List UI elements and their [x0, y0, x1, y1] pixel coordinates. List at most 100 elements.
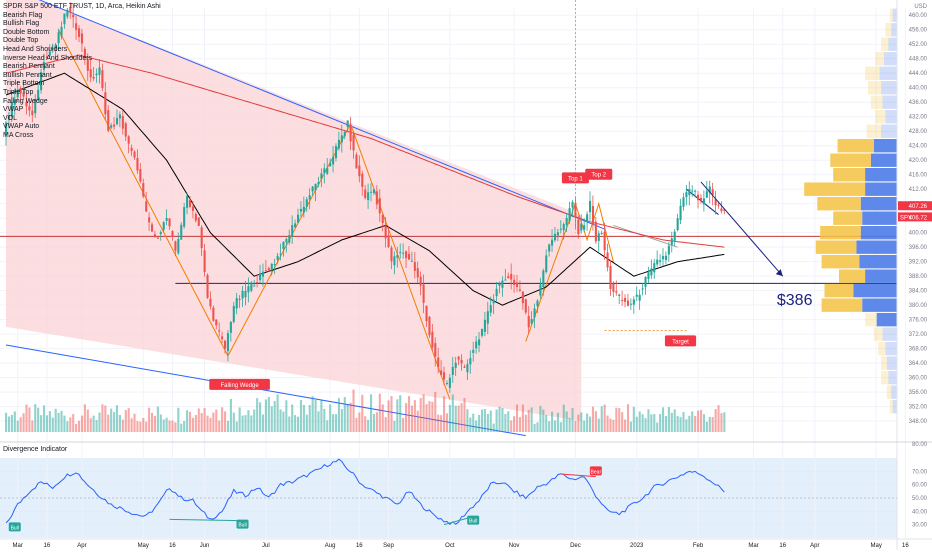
- time-tick-label: May: [138, 543, 149, 549]
- double-top-pattern[interactable]: [525, 201, 614, 342]
- candle-body: [40, 72, 43, 91]
- volume-bar: [697, 410, 700, 432]
- indicator-panel-title[interactable]: Divergence Indicator: [3, 446, 68, 453]
- legend-item[interactable]: Double Bottom: [3, 28, 50, 36]
- legend-item[interactable]: Bearish Flag: [3, 11, 43, 19]
- candle-body: [524, 299, 527, 313]
- volume-bar: [104, 405, 107, 432]
- volume-bar: [556, 412, 559, 432]
- legend-item[interactable]: MA Cross: [3, 131, 34, 139]
- candle-body: [130, 147, 133, 152]
- time-tick-label: 16: [356, 543, 363, 549]
- candle-body: [437, 357, 440, 368]
- legend-item[interactable]: VOL: [3, 114, 18, 122]
- candle-body: [288, 235, 291, 243]
- volume-bar: [352, 389, 355, 432]
- volume-bar: [358, 412, 361, 432]
- candle-body: [51, 48, 54, 50]
- current-price-badge[interactable]: [898, 201, 932, 211]
- oscillator-line[interactable]: [5, 458, 725, 525]
- legend-item[interactable]: Bearish Pennant: [3, 63, 55, 71]
- candle-body: [273, 263, 276, 265]
- candle-body: [162, 222, 165, 230]
- falling-wedge-area: [6, 0, 582, 422]
- volume-bar: [562, 404, 565, 432]
- legend-item[interactable]: Falling Wedge: [3, 97, 48, 105]
- volume-bar: [647, 409, 650, 432]
- candle-body: [647, 272, 650, 279]
- candle-body: [463, 366, 466, 368]
- volume-bar: [583, 420, 586, 432]
- candle-body: [212, 307, 215, 321]
- legend-item[interactable]: Bullish Pennant: [3, 71, 52, 79]
- time-tick-label: Nov: [509, 543, 520, 549]
- candle-body: [92, 76, 95, 79]
- volume-bar: [454, 405, 457, 432]
- volume-profile-sell: [873, 139, 897, 153]
- volume-bar: [355, 417, 358, 432]
- candle-body: [253, 285, 256, 287]
- time-tick-label: Apr: [810, 543, 819, 549]
- volume-bar: [153, 415, 157, 432]
- volume-bar: [334, 414, 338, 432]
- bull-divergence-line[interactable]: [169, 518, 240, 522]
- candle-body: [364, 189, 367, 198]
- volume-bar: [478, 414, 481, 432]
- legend-item[interactable]: VWAP Auto: [3, 123, 40, 131]
- candle-body: [305, 199, 308, 207]
- candle-body: [527, 315, 530, 328]
- candle-body: [80, 33, 84, 44]
- volume-bar: [714, 409, 717, 432]
- volume-bar: [384, 417, 387, 432]
- ticker-badge[interactable]: [898, 212, 932, 222]
- projection-arrow-line[interactable]: [700, 181, 784, 277]
- candle-body: [107, 110, 110, 131]
- candle-body: [113, 124, 116, 127]
- volume-bar: [580, 412, 583, 432]
- volume-bar: [326, 420, 329, 432]
- volume-bar: [483, 409, 486, 432]
- wedge-upper-line[interactable]: [6, 0, 605, 230]
- candle-body: [235, 298, 238, 309]
- bull-tag-3-bg: [467, 515, 480, 525]
- volume-profile-sell: [860, 225, 897, 240]
- legend-item[interactable]: VWAP: [3, 106, 24, 114]
- legend-item[interactable]: Double Top: [3, 37, 39, 45]
- volume-bar: [440, 415, 443, 432]
- bear-divergence-line[interactable]: [560, 473, 596, 478]
- candle-body: [475, 341, 478, 349]
- candle-body: [469, 358, 472, 365]
- volume-bar: [305, 414, 308, 432]
- price-tick-label: 420.00: [909, 158, 928, 164]
- volume-bar: [282, 411, 285, 432]
- volume-profile-buy: [865, 66, 880, 80]
- candle-body: [72, 14, 75, 18]
- volume-bar: [288, 416, 291, 432]
- legend-item[interactable]: Triple Top: [3, 88, 34, 96]
- volume-bar: [136, 421, 139, 432]
- candle-body: [115, 118, 119, 125]
- volume-profile-buy: [866, 124, 882, 138]
- legend-item[interactable]: Head And Shoulders: [3, 45, 68, 53]
- volume-bar: [638, 411, 641, 432]
- candle-body: [536, 300, 539, 307]
- osc-tick-label: 60.00: [912, 483, 928, 489]
- volume-bar: [80, 415, 84, 432]
- candle-body: [121, 116, 124, 129]
- candle-body: [571, 202, 574, 208]
- price-axis-currency: USD: [914, 4, 927, 10]
- legend-item[interactable]: Bullish Flag: [3, 20, 40, 28]
- time-tick-label: 16: [902, 543, 909, 549]
- volume-profile-buy: [839, 269, 866, 283]
- legend-item[interactable]: Triple Bottom: [3, 80, 45, 88]
- candle-body: [518, 289, 522, 291]
- candle-body: [653, 263, 656, 273]
- legend-item[interactable]: Inverse Head And Shoulders: [3, 54, 93, 62]
- symbol-title[interactable]: SPDR S&P 500 ETF TRUST, 1D, Arca, Heikin…: [3, 3, 161, 10]
- candle-body: [396, 255, 399, 258]
- volume-bar: [188, 411, 192, 432]
- top1-label-bg: [561, 172, 589, 184]
- candle-body: [641, 288, 644, 290]
